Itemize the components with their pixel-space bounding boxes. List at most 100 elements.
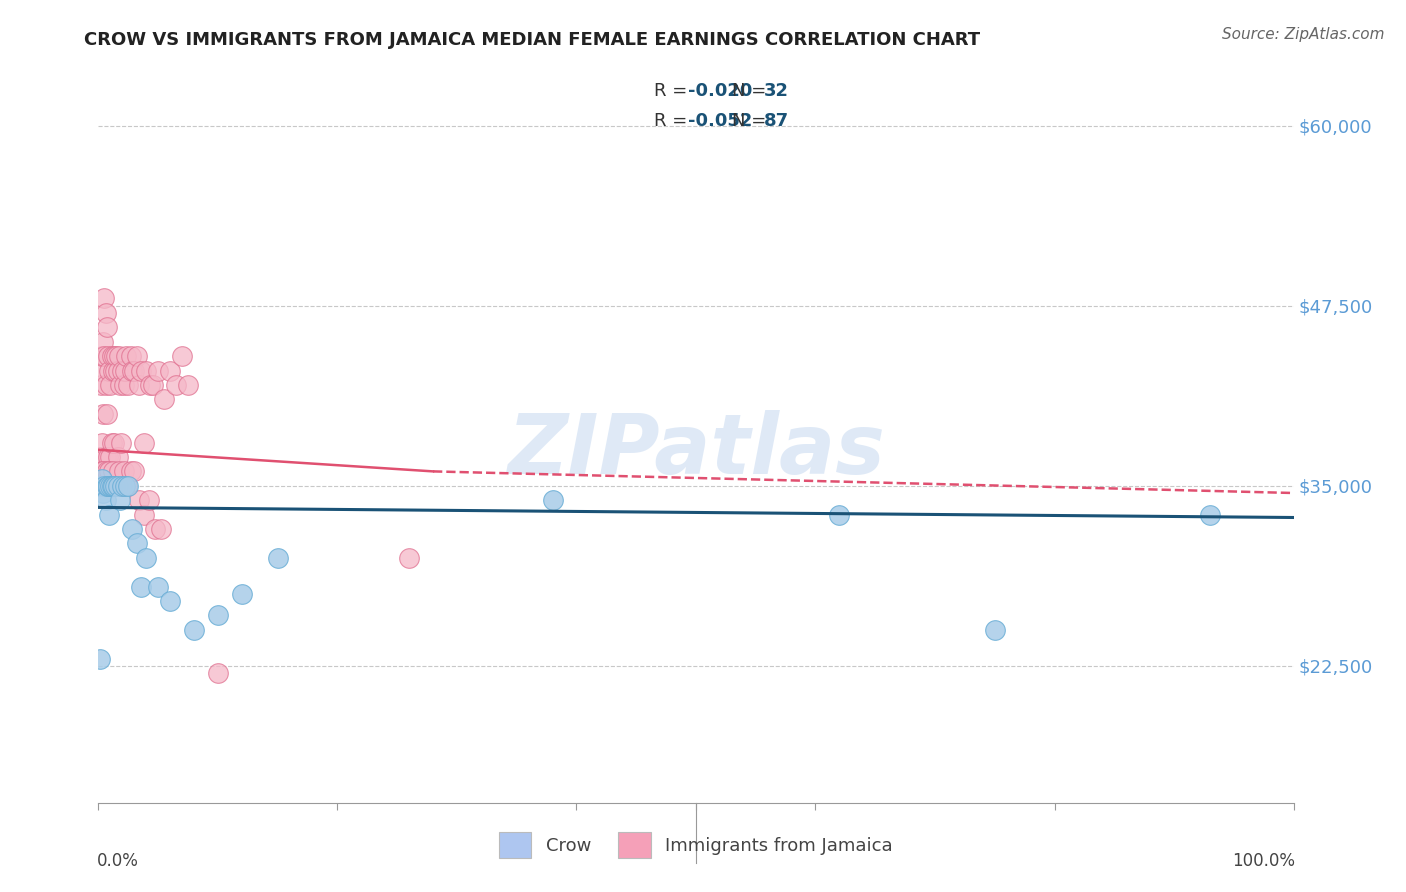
Point bbox=[89, 479, 111, 493]
Point bbox=[98, 378, 122, 392]
Point bbox=[96, 479, 118, 493]
Point bbox=[135, 550, 157, 565]
Point bbox=[110, 435, 132, 450]
Point bbox=[132, 508, 155, 522]
Point bbox=[231, 587, 253, 601]
Point bbox=[91, 407, 114, 421]
Text: CROW VS IMMIGRANTS FROM JAMAICA MEDIAN FEMALE EARNINGS CORRELATION CHART: CROW VS IMMIGRANTS FROM JAMAICA MEDIAN F… bbox=[84, 31, 980, 49]
Point bbox=[984, 623, 1007, 637]
Point bbox=[120, 349, 142, 363]
Point bbox=[96, 407, 118, 421]
Point bbox=[103, 479, 125, 493]
Text: N =: N = bbox=[733, 112, 772, 130]
Point bbox=[103, 435, 125, 450]
Point bbox=[98, 479, 122, 493]
Point bbox=[267, 550, 290, 565]
Point bbox=[100, 479, 122, 493]
Point bbox=[107, 450, 129, 464]
Point bbox=[159, 363, 181, 377]
Text: Source: ZipAtlas.com: Source: ZipAtlas.com bbox=[1222, 27, 1385, 42]
Point bbox=[207, 666, 229, 681]
Point bbox=[112, 464, 135, 478]
Point bbox=[91, 486, 114, 500]
Point bbox=[128, 378, 150, 392]
Point bbox=[104, 363, 127, 377]
Point bbox=[107, 464, 129, 478]
Point bbox=[143, 522, 166, 536]
Point bbox=[100, 349, 122, 363]
Point bbox=[101, 464, 124, 478]
Point bbox=[111, 479, 134, 493]
Point bbox=[98, 464, 121, 478]
Point bbox=[91, 435, 114, 450]
Text: ZIPatlas: ZIPatlas bbox=[508, 410, 884, 491]
Point bbox=[103, 349, 125, 363]
Point bbox=[148, 580, 170, 594]
Point bbox=[111, 363, 134, 377]
Point bbox=[108, 493, 131, 508]
Point bbox=[90, 363, 112, 377]
Point bbox=[98, 508, 121, 522]
Point bbox=[94, 450, 117, 464]
Point bbox=[93, 349, 115, 363]
Point bbox=[120, 464, 142, 478]
Point bbox=[1199, 508, 1222, 522]
Point bbox=[91, 349, 114, 363]
Text: R =: R = bbox=[654, 112, 693, 130]
Point bbox=[172, 349, 194, 363]
Point bbox=[90, 479, 112, 493]
Point bbox=[89, 450, 111, 464]
Point bbox=[98, 363, 121, 377]
Text: 0.0%: 0.0% bbox=[97, 852, 139, 870]
Point bbox=[89, 464, 111, 478]
Point bbox=[100, 479, 122, 493]
Point bbox=[94, 493, 117, 508]
Point bbox=[97, 479, 120, 493]
Point bbox=[398, 550, 420, 565]
Point bbox=[91, 464, 114, 478]
Point bbox=[90, 479, 112, 493]
Point bbox=[93, 479, 115, 493]
Text: 32: 32 bbox=[763, 82, 789, 100]
Point bbox=[114, 479, 136, 493]
Point bbox=[108, 378, 131, 392]
Point bbox=[131, 363, 153, 377]
Point bbox=[541, 493, 564, 508]
Point bbox=[97, 479, 120, 493]
Point bbox=[90, 479, 112, 493]
Point bbox=[121, 522, 143, 536]
Point bbox=[183, 623, 205, 637]
Point bbox=[149, 522, 172, 536]
Point bbox=[117, 479, 139, 493]
Point bbox=[97, 450, 120, 464]
Point bbox=[101, 479, 124, 493]
Point bbox=[139, 378, 162, 392]
Point bbox=[97, 349, 120, 363]
Point bbox=[105, 479, 128, 493]
Point bbox=[100, 435, 122, 450]
Point bbox=[132, 435, 155, 450]
Point bbox=[177, 378, 200, 392]
Point bbox=[124, 464, 146, 478]
Point bbox=[104, 479, 127, 493]
Point bbox=[94, 378, 117, 392]
Point bbox=[121, 363, 143, 377]
Point bbox=[112, 378, 135, 392]
Point bbox=[101, 363, 124, 377]
Point bbox=[93, 464, 115, 478]
Point bbox=[153, 392, 176, 407]
Point bbox=[89, 479, 111, 493]
Point bbox=[110, 479, 132, 493]
Text: 87: 87 bbox=[763, 112, 789, 130]
Point bbox=[91, 334, 114, 349]
Point bbox=[117, 378, 139, 392]
Point bbox=[115, 349, 138, 363]
Text: -0.052: -0.052 bbox=[688, 112, 752, 130]
Point bbox=[128, 493, 150, 508]
Point bbox=[94, 479, 117, 493]
Point bbox=[93, 292, 115, 306]
Text: R =: R = bbox=[654, 82, 693, 100]
Point bbox=[98, 479, 122, 493]
Legend: Crow, Immigrants from Jamaica: Crow, Immigrants from Jamaica bbox=[492, 825, 900, 865]
Point bbox=[90, 378, 112, 392]
